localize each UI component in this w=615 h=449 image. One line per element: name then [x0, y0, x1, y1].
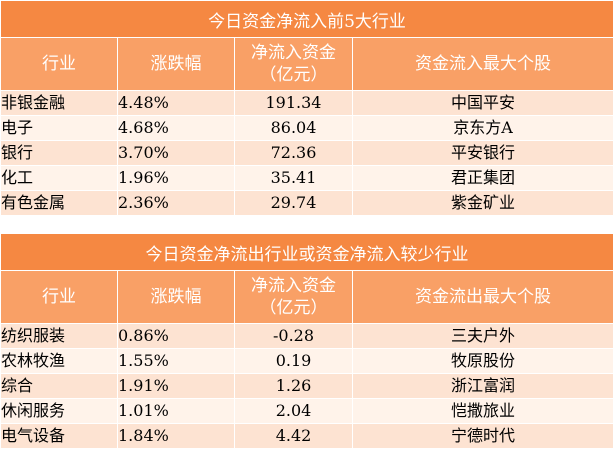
cell-industry: 农林牧渔 [0, 348, 118, 374]
cell-top-stock: 紫金矿业 [351, 190, 615, 216]
table-row: 非银金融 4.48% 191.34 中国平安 [0, 90, 615, 116]
cell-change: 1.55% [117, 348, 235, 374]
cell-change: 1.84% [117, 423, 235, 449]
table-separator [0, 216, 615, 233]
net-inflow-top5-table: 今日资金净流入前5大行业 行业 涨跌幅 净流入资金 （亿元） 资金流入最大个股 … [0, 0, 615, 216]
header-industry: 行业 [0, 270, 118, 324]
table-row: 化工 1.96% 35.41 君正集团 [0, 165, 615, 191]
table-row: 纺织服装 0.86% -0.28 三夫户外 [0, 323, 614, 349]
header-change: 涨跌幅 [117, 37, 235, 91]
cell-change: 2.36% [117, 190, 235, 216]
header-industry: 行业 [0, 37, 118, 91]
header-top-stock: 资金流出最大个股 [352, 270, 614, 324]
table-row: 电气设备 1.84% 4.42 宁德时代 [0, 423, 614, 449]
cell-industry: 非银金融 [0, 90, 118, 116]
cell-industry: 有色金属 [0, 190, 118, 216]
table-row: 有色金属 2.36% 29.74 紫金矿业 [0, 190, 615, 216]
cell-change: 4.48% [117, 90, 235, 116]
cell-top-stock: 中国平安 [351, 90, 615, 116]
cell-change: 1.96% [117, 165, 235, 191]
cell-industry: 综合 [0, 373, 118, 399]
cell-top-stock: 京东方A [351, 115, 615, 141]
cell-net-inflow: 29.74 [234, 190, 353, 216]
cell-top-stock: 浙江富润 [352, 373, 614, 399]
header-net-inflow-unit: （亿元） [259, 298, 328, 318]
cell-net-inflow: 72.36 [234, 140, 353, 166]
cell-industry: 电子 [0, 115, 118, 141]
cell-industry: 化工 [0, 165, 118, 191]
cell-top-stock: 恺撒旅业 [352, 398, 614, 424]
header-net-inflow: 净流入资金 （亿元） [234, 37, 353, 91]
cell-net-inflow: 0.19 [234, 348, 353, 374]
cell-net-inflow: -0.28 [234, 323, 353, 349]
net-outflow-table: 今日资金净流出行业或资金净流入较少行业 行业 涨跌幅 净流入资金 （亿元） 资金… [0, 233, 614, 449]
table-row: 休闲服务 1.01% 2.04 恺撒旅业 [0, 398, 614, 424]
cell-top-stock: 君正集团 [351, 165, 615, 191]
table-row: 综合 1.91% 1.26 浙江富润 [0, 373, 614, 399]
cell-top-stock: 平安银行 [351, 140, 615, 166]
cell-top-stock: 宁德时代 [352, 423, 614, 449]
cell-change: 3.70% [117, 140, 235, 166]
cell-industry: 休闲服务 [0, 398, 118, 424]
table-row: 农林牧渔 1.55% 0.19 牧原股份 [0, 348, 614, 374]
cell-top-stock: 三夫户外 [352, 323, 614, 349]
table-title: 今日资金净流出行业或资金净流入较少行业 [0, 233, 614, 271]
table-row: 电子 4.68% 86.04 京东方A [0, 115, 615, 141]
cell-net-inflow: 4.42 [234, 423, 353, 449]
header-net-inflow: 净流入资金 （亿元） [234, 270, 353, 324]
cell-net-inflow: 2.04 [234, 398, 353, 424]
header-net-inflow-line1: 净流入资金 [251, 43, 336, 63]
header-net-inflow-line1: 净流入资金 [251, 276, 336, 296]
cell-change: 4.68% [117, 115, 235, 141]
header-change: 涨跌幅 [117, 270, 235, 324]
cell-industry: 电气设备 [0, 423, 118, 449]
table-title: 今日资金净流入前5大行业 [0, 0, 615, 38]
cell-net-inflow: 1.26 [234, 373, 353, 399]
cell-top-stock: 牧原股份 [352, 348, 614, 374]
header-net-inflow-unit: （亿元） [259, 65, 328, 85]
cell-change: 1.91% [117, 373, 235, 399]
cell-change: 1.01% [117, 398, 235, 424]
cell-net-inflow: 86.04 [234, 115, 353, 141]
cell-change: 0.86% [117, 323, 235, 349]
cell-industry: 纺织服装 [0, 323, 118, 349]
cell-net-inflow: 35.41 [234, 165, 353, 191]
cell-industry: 银行 [0, 140, 118, 166]
cell-net-inflow: 191.34 [234, 90, 353, 116]
header-top-stock: 资金流入最大个股 [351, 37, 615, 91]
table-row: 银行 3.70% 72.36 平安银行 [0, 140, 615, 166]
